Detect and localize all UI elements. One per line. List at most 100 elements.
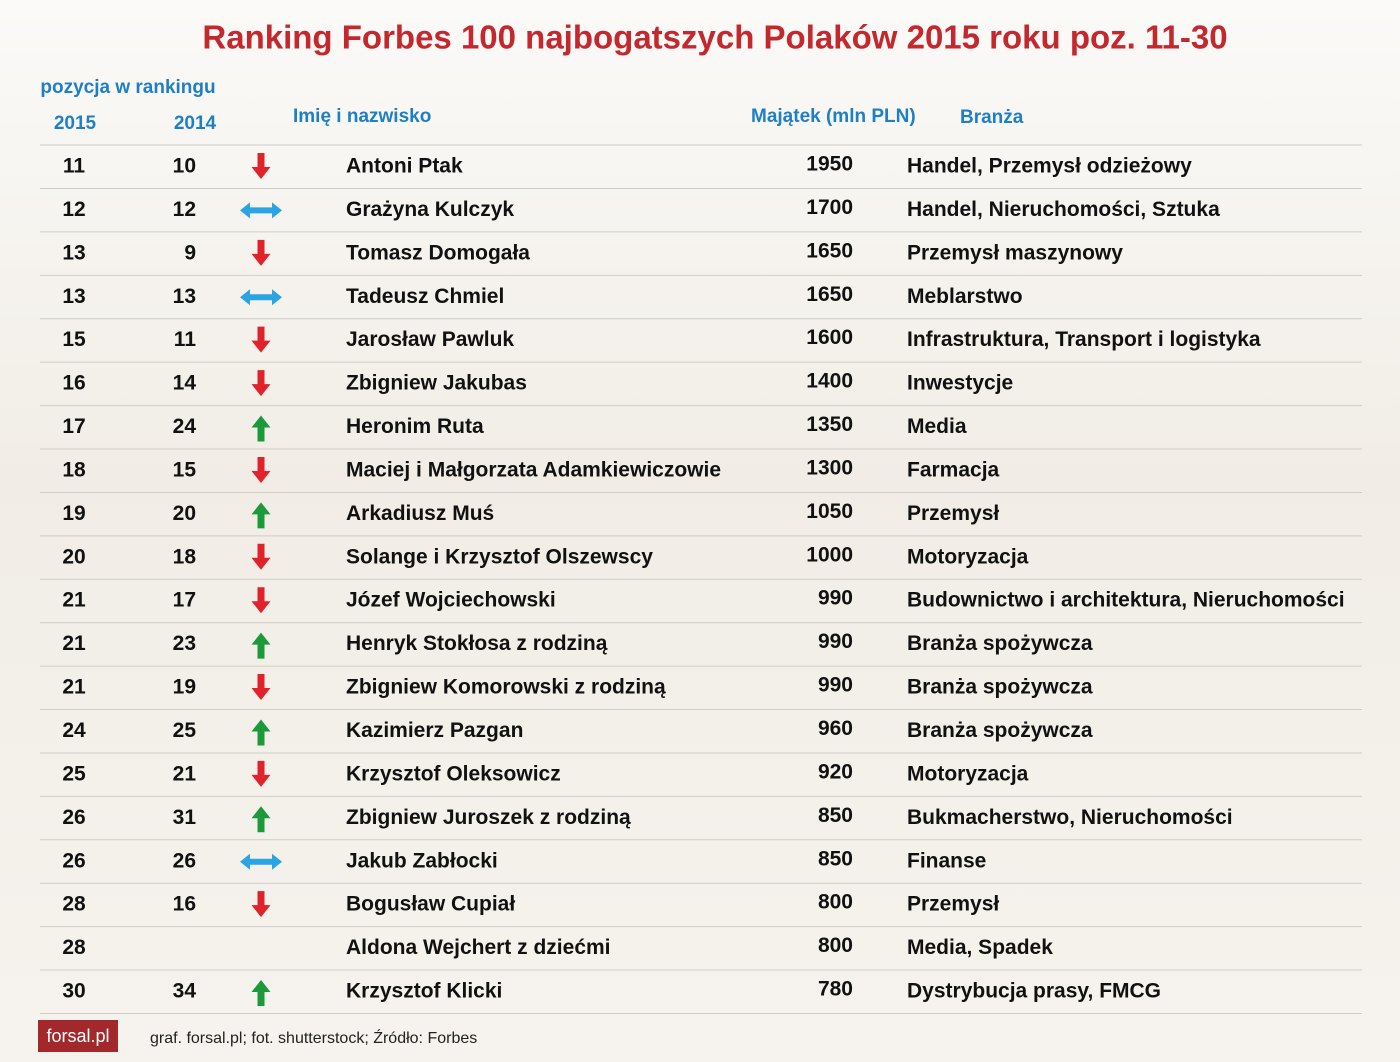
rank-2015: 13 xyxy=(62,241,85,264)
person-name: Jarosław Pawluk xyxy=(346,328,514,351)
rank-2015: 21 xyxy=(62,589,86,612)
person-name: Tadeusz Chmiel xyxy=(346,285,504,308)
rank-2014: 23 xyxy=(173,632,196,655)
rank-2014: 12 xyxy=(173,198,196,221)
wealth: 800 xyxy=(818,891,853,914)
wealth: 850 xyxy=(818,847,853,870)
rank-2014: 11 xyxy=(174,328,197,351)
person-name: Henryk Stokłosa z rodziną xyxy=(346,632,608,655)
industry: Branża spożywcza xyxy=(907,632,1093,655)
wealth: 990 xyxy=(818,674,853,697)
person-name: Heronim Ruta xyxy=(346,415,484,438)
industry: Bukmacherstwo, Nieruchomości xyxy=(907,806,1233,829)
wealth: 850 xyxy=(818,804,853,827)
industry: Finanse xyxy=(907,849,986,872)
industry: Budownictwo i architektura, Nieruchomośc… xyxy=(907,589,1345,612)
arrow-down xyxy=(251,239,271,266)
arrow-same xyxy=(240,202,282,219)
rank-2015: 19 xyxy=(62,502,85,525)
wealth: 990 xyxy=(818,630,853,653)
industry: Przemysł xyxy=(907,893,999,916)
rank-2015: 15 xyxy=(62,328,86,351)
rank-2014: 13 xyxy=(173,285,196,308)
header-industry: Branża xyxy=(960,107,1024,128)
rank-2014: 19 xyxy=(173,676,196,699)
industry: Przemysł maszynowy xyxy=(907,241,1123,264)
rank-2014: 10 xyxy=(173,155,196,178)
rank-2015: 30 xyxy=(62,980,85,1003)
header-name: Imię i nazwisko xyxy=(293,106,431,127)
rank-2014: 14 xyxy=(173,372,197,395)
arrow-up xyxy=(251,979,271,1006)
rank-2015: 16 xyxy=(62,372,85,395)
wealth: 990 xyxy=(818,587,853,610)
person-name: Arkadiusz Muś xyxy=(346,502,494,525)
rank-2014: 17 xyxy=(173,589,196,612)
rank-2014: 20 xyxy=(173,502,196,525)
arrow-up xyxy=(251,502,271,529)
person-name: Solange i Krzysztof Olszewscy xyxy=(346,545,653,568)
wealth: 1000 xyxy=(806,543,853,566)
wealth: 1350 xyxy=(806,413,853,436)
person-name: Zbigniew Juroszek z rodziną xyxy=(346,806,631,829)
wealth: 780 xyxy=(818,978,853,1001)
arrow-down xyxy=(251,587,271,614)
header-wealth: Majątek (mln PLN) xyxy=(751,106,916,127)
wealth: 1650 xyxy=(806,283,853,306)
rank-2014: 15 xyxy=(173,458,197,481)
rank-2014: 16 xyxy=(173,893,196,916)
rank-2015: 26 xyxy=(62,806,85,829)
person-name: Aldona Wejchert z dziećmi xyxy=(346,936,611,959)
person-name: Krzysztof Oleksowicz xyxy=(346,762,561,785)
credits: graf. forsal.pl; fot. shutterstock; Źród… xyxy=(150,1028,477,1047)
arrow-down xyxy=(251,674,271,701)
rank-2015: 28 xyxy=(62,936,86,959)
wealth: 960 xyxy=(818,717,853,740)
logo: forsal.pl xyxy=(46,1026,109,1046)
header-year: 2014 xyxy=(174,113,217,134)
person-name: Maciej i Małgorzata Adamkiewiczowie xyxy=(346,458,721,481)
rank-2014: 24 xyxy=(173,415,197,438)
rank-2015: 25 xyxy=(62,762,86,785)
wealth: 1950 xyxy=(806,153,853,176)
industry: Handel, Przemysł odzieżowy xyxy=(907,155,1192,178)
arrow-down xyxy=(251,760,271,787)
wealth: 1050 xyxy=(806,500,853,523)
industry: Media, Spadek xyxy=(907,936,1053,959)
rank-2014: 31 xyxy=(173,806,197,829)
rank-2014: 26 xyxy=(173,849,196,872)
person-name: Bogusław Cupiał xyxy=(346,893,515,916)
arrow-down xyxy=(251,370,271,397)
wealth: 1650 xyxy=(806,239,853,262)
header-position: pozycja w rankingu xyxy=(40,77,215,98)
industry: Motoryzacja xyxy=(907,545,1029,568)
arrow-up xyxy=(251,806,271,833)
arrow-same xyxy=(240,289,282,306)
rank-2015: 18 xyxy=(62,458,86,481)
arrow-down xyxy=(251,326,271,353)
logo-box xyxy=(38,1020,118,1052)
person-name: Zbigniew Jakubas xyxy=(346,372,527,395)
industry: Media xyxy=(907,415,967,438)
wealth: 800 xyxy=(818,934,853,957)
arrow-up xyxy=(251,415,271,442)
industry: Inwestycje xyxy=(907,372,1013,395)
rank-2015: 20 xyxy=(62,545,85,568)
industry: Handel, Nieruchomości, Sztuka xyxy=(907,198,1220,221)
industry: Przemysł xyxy=(907,502,999,525)
rank-2015: 24 xyxy=(62,719,86,742)
arrow-up xyxy=(251,719,271,746)
person-name: Kazimierz Pazgan xyxy=(346,719,523,742)
wealth: 1400 xyxy=(806,370,853,393)
wealth: 920 xyxy=(818,760,853,783)
person-name: Zbigniew Komorowski z rodziną xyxy=(346,676,666,699)
industry: Meblarstwo xyxy=(907,285,1023,308)
rank-2015: 17 xyxy=(62,415,85,438)
wealth: 1700 xyxy=(806,196,853,219)
arrow-up xyxy=(251,632,271,659)
industry: Branża spożywcza xyxy=(907,676,1093,699)
industry: Motoryzacja xyxy=(907,762,1029,785)
person-name: Tomasz Domogała xyxy=(346,241,530,264)
arrow-down xyxy=(251,891,271,918)
